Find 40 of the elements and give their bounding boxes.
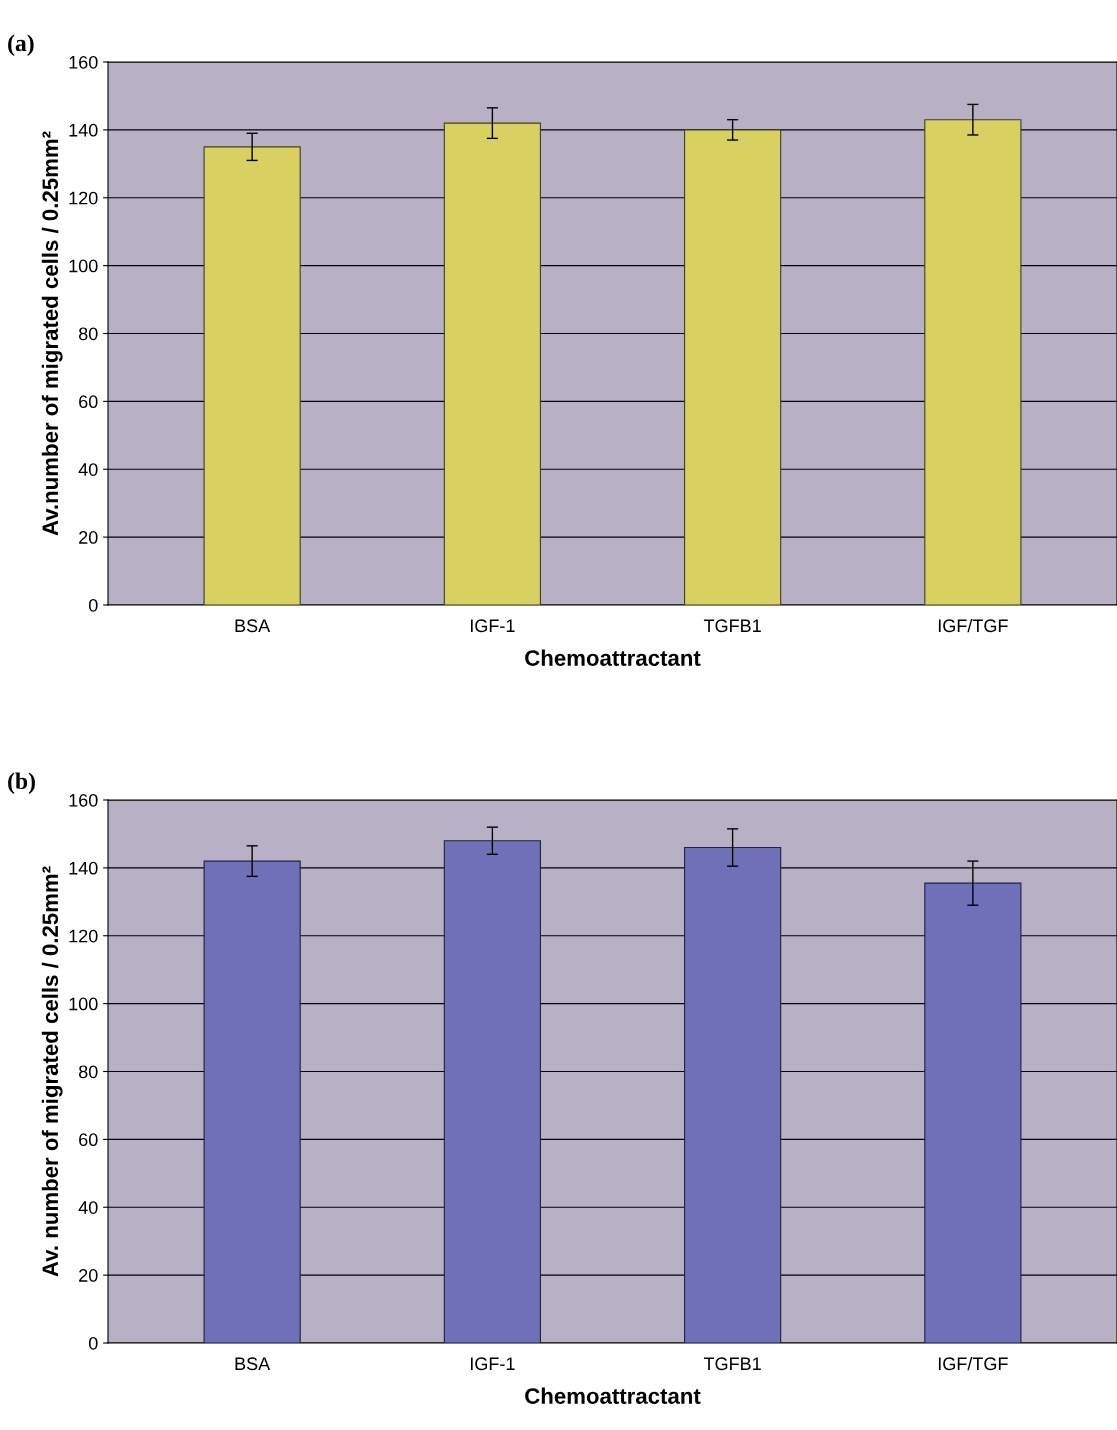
y-tick-label: 40 xyxy=(78,463,98,476)
y-tick-label: 160 xyxy=(69,793,98,807)
x-axis-title: Chemoattractant xyxy=(525,649,701,666)
chart-title: (b) xyxy=(8,772,35,794)
bar xyxy=(684,129,782,605)
y-tick-label: 120 xyxy=(69,929,98,943)
y-tick-label: 40 xyxy=(78,1201,98,1214)
bar xyxy=(924,882,1022,1343)
y-tick-label: 20 xyxy=(79,1269,98,1282)
x-tick-label: IGF/TGF xyxy=(938,1356,1008,1371)
y-tick-label: 80 xyxy=(78,1065,98,1079)
y-tick-label: 20 xyxy=(79,531,98,544)
y-tick-label: 100 xyxy=(69,259,98,273)
y-tick-label: 100 xyxy=(69,997,98,1011)
y-tick-label: 80 xyxy=(78,327,98,341)
y-tick-label: 60 xyxy=(79,395,98,409)
x-tick-label: IGF-1 xyxy=(470,619,515,633)
x-tick-label: IGF/TGF xyxy=(938,618,1008,633)
x-tick-label: IGF-1 xyxy=(470,1357,515,1371)
y-axis-title: Av.number of migrated cells / 0.25mm² xyxy=(41,131,63,536)
bar xyxy=(443,840,541,1343)
y-tick-label: 160 xyxy=(69,55,98,69)
x-tick-label: TGFB1 xyxy=(703,619,761,633)
y-tick-label: 60 xyxy=(79,1133,98,1147)
chart-title: (a) xyxy=(8,34,34,56)
y-tick-label: 140 xyxy=(69,861,98,875)
bar xyxy=(924,119,1022,605)
x-tick-label: BSA xyxy=(235,619,271,633)
bar xyxy=(203,146,301,605)
y-tick-label: 0 xyxy=(88,1336,98,1350)
x-tick-label: TGFB1 xyxy=(703,1357,761,1371)
x-tick-label: BSA xyxy=(235,1357,271,1371)
y-tick-label: 140 xyxy=(69,123,98,137)
y-tick-label: 120 xyxy=(69,191,98,205)
x-axis-title: Chemoattractant xyxy=(525,1387,701,1404)
bar xyxy=(443,122,541,605)
bar xyxy=(684,846,782,1343)
y-axis-title: Av. number of migrated cells / 0.25mm² xyxy=(41,866,63,1277)
bar xyxy=(203,860,301,1343)
y-tick-label: 0 xyxy=(88,598,98,612)
